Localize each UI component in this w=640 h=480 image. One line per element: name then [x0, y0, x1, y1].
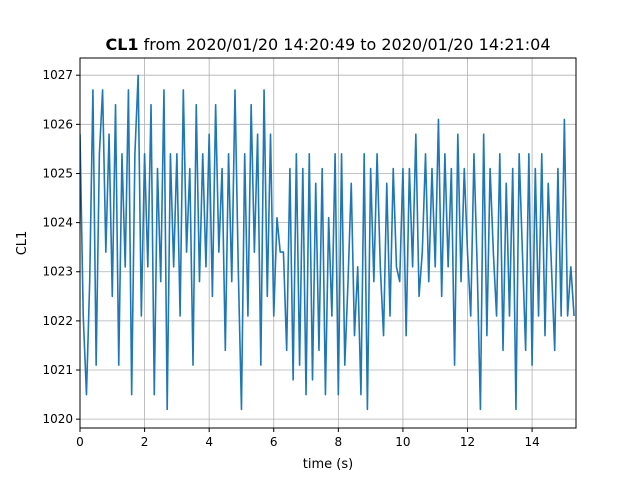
chart-title: CL1 from 2020/01/20 14:20:49 to 2020/01/… [105, 35, 550, 54]
x-tick-label: 10 [395, 435, 410, 449]
x-tick-label: 14 [524, 435, 539, 449]
y-tick-label: 1021 [42, 363, 73, 377]
title-rest: from 2020/01/20 14:20:49 to 2020/01/20 1… [144, 35, 551, 54]
data-line [80, 74, 575, 411]
x-tick-label: 0 [76, 435, 84, 449]
y-tick-label: 1020 [42, 412, 73, 426]
x-tick-label: 8 [335, 435, 343, 449]
y-tick-label: 1027 [42, 68, 73, 82]
y-axis-label: CL1 [15, 231, 30, 256]
x-tick-label: 4 [205, 435, 213, 449]
y-tick-label: 1024 [42, 216, 73, 230]
y-tick-label: 1025 [42, 166, 73, 180]
y-tick-label: 1026 [42, 117, 73, 131]
y-tick-label: 1022 [42, 314, 73, 328]
title-bold: CL1 [105, 35, 138, 54]
x-tick-label: 2 [141, 435, 149, 449]
x-axis-label: time (s) [303, 457, 353, 472]
y-tick-label: 1023 [42, 265, 73, 279]
x-tick-label: 6 [270, 435, 278, 449]
x-tick-label: 12 [460, 435, 475, 449]
plot-frame [79, 57, 577, 429]
